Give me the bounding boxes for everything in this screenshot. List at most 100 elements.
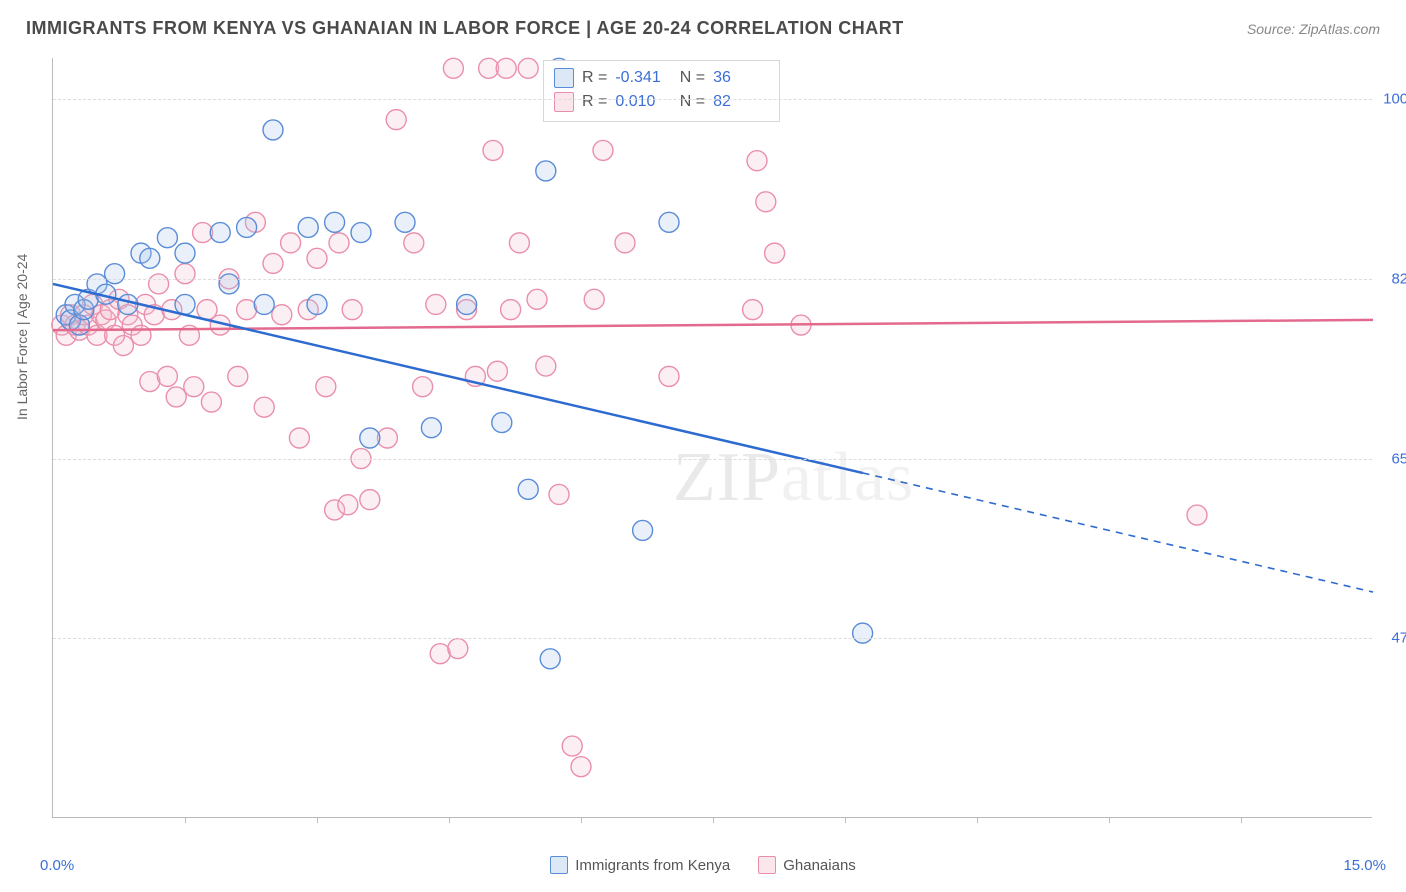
y-tick-label: 82.5% xyxy=(1391,270,1406,287)
y-tick-label: 65.0% xyxy=(1391,450,1406,467)
data-point xyxy=(289,428,309,448)
legend-label: Ghanaians xyxy=(783,857,856,874)
data-point xyxy=(342,300,362,320)
x-tick xyxy=(1109,817,1110,823)
data-point xyxy=(448,639,468,659)
data-point xyxy=(571,757,591,777)
data-point xyxy=(536,356,556,376)
y-axis-label: In Labor Force | Age 20-24 xyxy=(14,254,30,420)
stat-n-label: N = xyxy=(675,90,705,114)
data-point xyxy=(853,623,873,643)
stat-n-value: 82 xyxy=(713,90,765,114)
trend-line xyxy=(53,320,1373,330)
chart-title: IMMIGRANTS FROM KENYA VS GHANAIAN IN LAB… xyxy=(26,18,904,39)
trend-line-extrapolated xyxy=(863,473,1373,592)
y-tick-label: 47.5% xyxy=(1391,630,1406,647)
data-point xyxy=(487,361,507,381)
data-point xyxy=(562,736,582,756)
x-tick xyxy=(845,817,846,823)
data-point xyxy=(201,392,221,412)
data-point xyxy=(765,243,785,263)
data-point xyxy=(237,300,257,320)
series-swatch xyxy=(554,92,574,112)
data-point xyxy=(149,274,169,294)
x-tick xyxy=(185,817,186,823)
legend-label: Immigrants from Kenya xyxy=(575,857,730,874)
stat-r-label: R = xyxy=(582,90,607,114)
data-point xyxy=(413,377,433,397)
data-point xyxy=(360,428,380,448)
data-point xyxy=(584,289,604,309)
stats-row: R =-0.341 N =36 xyxy=(554,66,765,90)
data-point xyxy=(457,294,477,314)
data-point xyxy=(281,233,301,253)
stats-row: R = 0.010 N = 82 xyxy=(554,90,765,114)
data-point xyxy=(443,58,463,78)
scatter-svg xyxy=(53,58,1372,817)
data-point xyxy=(360,490,380,510)
gridline xyxy=(53,638,1372,639)
data-point xyxy=(404,233,424,253)
gridline xyxy=(53,459,1372,460)
data-point xyxy=(615,233,635,253)
data-point xyxy=(263,253,283,273)
data-point xyxy=(518,479,538,499)
legend-item: Immigrants from Kenya xyxy=(550,856,730,874)
data-point xyxy=(518,58,538,78)
data-point xyxy=(351,223,371,243)
data-point xyxy=(140,248,160,268)
data-point xyxy=(254,294,274,314)
data-point xyxy=(430,644,450,664)
data-point xyxy=(549,484,569,504)
legend-swatch xyxy=(758,856,776,874)
data-point xyxy=(307,248,327,268)
stat-r-value: -0.341 xyxy=(615,66,667,90)
bottom-legend: Immigrants from Kenya Ghanaians xyxy=(0,856,1406,874)
data-point xyxy=(325,212,345,232)
data-point xyxy=(219,274,239,294)
x-tick xyxy=(449,817,450,823)
data-point xyxy=(298,217,318,237)
data-point xyxy=(175,243,195,263)
data-point xyxy=(496,58,516,78)
data-point xyxy=(492,413,512,433)
stat-r-label: R = xyxy=(582,66,607,90)
data-point xyxy=(527,289,547,309)
data-point xyxy=(113,336,133,356)
series-swatch xyxy=(554,68,574,88)
data-point xyxy=(237,217,257,237)
data-point xyxy=(509,233,529,253)
data-point xyxy=(263,120,283,140)
y-tick-label: 100.0% xyxy=(1383,91,1406,108)
data-point xyxy=(140,372,160,392)
data-point xyxy=(307,294,327,314)
data-point xyxy=(540,649,560,669)
data-point xyxy=(105,264,125,284)
data-point xyxy=(254,397,274,417)
data-point xyxy=(747,151,767,171)
data-point xyxy=(228,366,248,386)
correlation-stats-box: R =-0.341 N =36R =0.010 N =82 xyxy=(543,60,780,122)
data-point xyxy=(426,294,446,314)
chart-plot-area: R =-0.341 N =36R =0.010 N =82 ZIPatlas 4… xyxy=(52,58,1372,818)
data-point xyxy=(659,366,679,386)
stat-r-value: 0.010 xyxy=(615,90,667,114)
data-point xyxy=(175,294,195,314)
data-point xyxy=(1187,505,1207,525)
data-point xyxy=(157,366,177,386)
data-point xyxy=(157,228,177,248)
gridline xyxy=(53,279,1372,280)
data-point xyxy=(316,377,336,397)
x-tick xyxy=(317,817,318,823)
data-point xyxy=(329,233,349,253)
data-point xyxy=(272,305,292,325)
gridline xyxy=(53,99,1372,100)
x-tick xyxy=(581,817,582,823)
data-point xyxy=(118,294,138,314)
legend-item: Ghanaians xyxy=(758,856,856,874)
data-point xyxy=(743,300,763,320)
data-point xyxy=(421,418,441,438)
data-point xyxy=(593,140,613,160)
data-point xyxy=(633,520,653,540)
data-point xyxy=(756,192,776,212)
